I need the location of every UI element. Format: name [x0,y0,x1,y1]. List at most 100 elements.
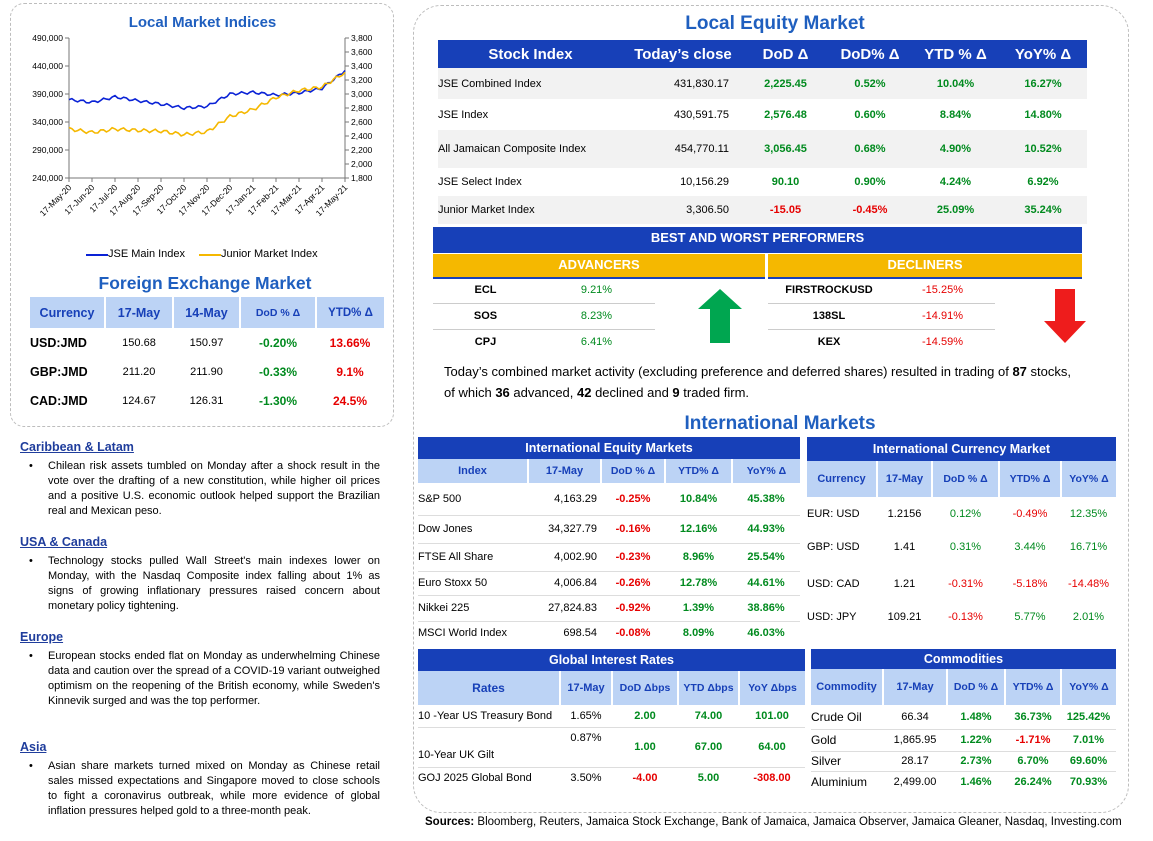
rates-ytd: 74.00 [694,709,723,722]
intl-currency-value: 1.41 [893,541,916,553]
commodities-row: Silver 28.17 2.73% 6.70% 69.60% [811,751,1116,771]
equity-header: YoY% Δ [999,40,1087,68]
decliner-value: -14.91% [922,310,963,322]
series-line-jse-main [68,69,346,111]
intl-currency-value: 1.21 [893,578,916,590]
y-tick-label-right: 3,000 [351,89,373,99]
intl-currency-pair: USD: JPY [807,611,857,623]
chart-title: Local Market Indices [128,14,277,31]
commodity-value: 1,865.95 [893,734,937,746]
intl-equity-header: 17-May [528,459,602,483]
sources-text: Bloomberg, Reuters, Jamaica Stock Exchan… [474,816,1122,828]
fx-ytd: 13.66% [329,335,371,350]
commodity-ytd: 6.70% [1017,755,1049,767]
advancers-table: ECL 9.21% SOS 8.23% CPJ 6.41% [433,277,655,355]
legend-swatch-jse [86,254,108,256]
intl-equity-title: International Equity Markets [418,437,800,459]
rates-yoy: -308.00 [753,772,791,785]
decliner-value: -15.25% [922,283,963,296]
news-heading-usa[interactable]: USA & Canada [20,535,108,549]
fx-rate-prev: 211.90 [190,365,223,378]
y-tick-label-right: 2,000 [351,159,373,169]
rates-name: 10 -Year US Treasury Bond [418,709,553,722]
intl-equity-yoy: 38.86% [747,602,785,614]
equity-index-name: JSE Combined Index [438,77,542,90]
news-text-asia: • Asian share markets turned mixed on Mon… [29,760,380,817]
intl-equity-ytd: 8.09% [682,627,715,640]
equity-yoy: 14.80% [1024,108,1062,121]
intl-currency-yoy: 2.01% [1072,611,1105,623]
commodities-table: Commodities Commodity 17-May DoD % Δ YTD… [811,649,1116,793]
intl-equity-ytd: 8.96% [682,551,715,563]
intl-currency-yoy: -14.48% [1068,578,1109,590]
equity-close: 430,591.75 [673,108,729,121]
y-tick-label-left: 390,000 [32,89,63,99]
y-tick-label-right: 3,800 [351,33,373,43]
equity-row: JSE Index 430,591.75 2,576.48 0.60% 8.84… [438,99,1087,130]
intl-currency-ytd: -0.49% [1012,508,1048,520]
equity-dodpct: 0.68% [854,143,886,155]
equity-header: Stock Index [438,40,623,68]
intl-equity-name: Dow Jones [418,523,473,535]
intl-equity-row: MSCI World Index 698.54 -0.08% 8.09% 46.… [418,621,800,645]
equity-dod: 2,225.45 [764,77,807,90]
bullet: • [29,555,33,567]
equity-yoy: 35.24% [1024,204,1062,216]
fx-rate-prev: 126.31 [189,394,224,407]
decliner-symbol: KEX [817,336,841,349]
commodity-name: Silver [811,754,842,768]
commodities-row: Crude Oil 66.34 1.48% 36.73% 125.42% [811,705,1116,729]
equity-dod: 3,056.45 [764,143,807,155]
intl-equity-name: S&P 500 [418,492,462,505]
equity-ytd: 4.90% [939,143,972,155]
intl-currency-ytd: -5.18% [1012,578,1048,590]
equity-index-name: All Jamaican Composite Index [438,143,586,155]
intl-equity-value: 698.54 [563,627,597,640]
equity-dod: 90.10 [771,176,800,188]
advancers-header: ADVANCERS [433,254,765,279]
equity-close: 10,156.29 [680,176,729,188]
equity-dodpct: 0.90% [854,176,886,188]
commodity-name: Gold [811,733,837,747]
intl-currency-row: USD: JPY 109.21 -0.13% 5.77% 2.01% [807,605,1116,629]
y-tick-label-left: 440,000 [32,61,63,71]
intl-equity-table: International Equity Markets Index 17-Ma… [418,437,800,645]
advancer-row: SOS 8.23% [433,303,655,329]
series-line-junior [68,71,346,137]
commodity-dod: 1.48% [960,710,992,723]
equity-row: JSE Combined Index 431,830.17 2,225.45 0… [438,68,1087,99]
news-heading-asia[interactable]: Asia [20,740,47,754]
fx-row: CAD:JMD 124.67 126.31 -1.30% 24.5% [30,386,384,415]
legend-label-junior: Junior Market Index [221,248,318,260]
intl-currency-pair: EUR: USD [807,508,860,520]
y-tick-label-right: 1,800 [351,173,373,183]
legend-swatch-junior [199,254,221,256]
commodity-name: Aluminium [811,775,868,790]
market-indices-chart: 240,000 290,000 340,000 390,000 440,000 490,0… [32,33,373,218]
intl-equity-ytd: 1.39% [682,602,715,614]
commodities-header: YoY% Δ [1061,669,1116,705]
decliner-row: FIRSTROCKUSD -15.25% [768,277,995,303]
equity-dodpct: 0.52% [854,77,886,90]
news-heading-caribbean[interactable]: Caribbean & Latam [20,440,134,454]
advancer-symbol: CPJ [474,336,497,349]
commodity-ytd: -1.71% [1015,734,1051,746]
interest-rates-table: Global Interest Rates Rates 17-May DoD Δ… [418,649,805,789]
rates-ytd: 5.00 [697,772,720,785]
intl-equity-dod: -0.08% [615,627,651,640]
equity-index-name: Junior Market Index [438,204,535,216]
summary-declined: 42 [577,385,592,400]
intl-equity-name: Nikkei 225 [418,602,470,614]
intl-currency-dod: 0.31% [949,541,982,553]
equity-index-name: JSE Index [438,108,489,121]
fx-row: USD:JMD 150.68 150.97 -0.20% 13.66% [30,328,384,357]
news-heading-europe[interactable]: Europe [20,630,64,644]
rates-name: 10-Year UK Gilt [418,748,495,761]
y-tick-label-left: 490,000 [32,33,63,43]
sources-label: Sources: [425,816,475,828]
equity-header: YTD % Δ [912,40,999,68]
commodity-name: Crude Oil [811,709,862,724]
fx-ytd: 9.1% [336,364,364,379]
equity-yoy: 6.92% [1027,176,1059,188]
news-text-usa: • Technology stocks pulled Wall Street's … [29,555,380,612]
